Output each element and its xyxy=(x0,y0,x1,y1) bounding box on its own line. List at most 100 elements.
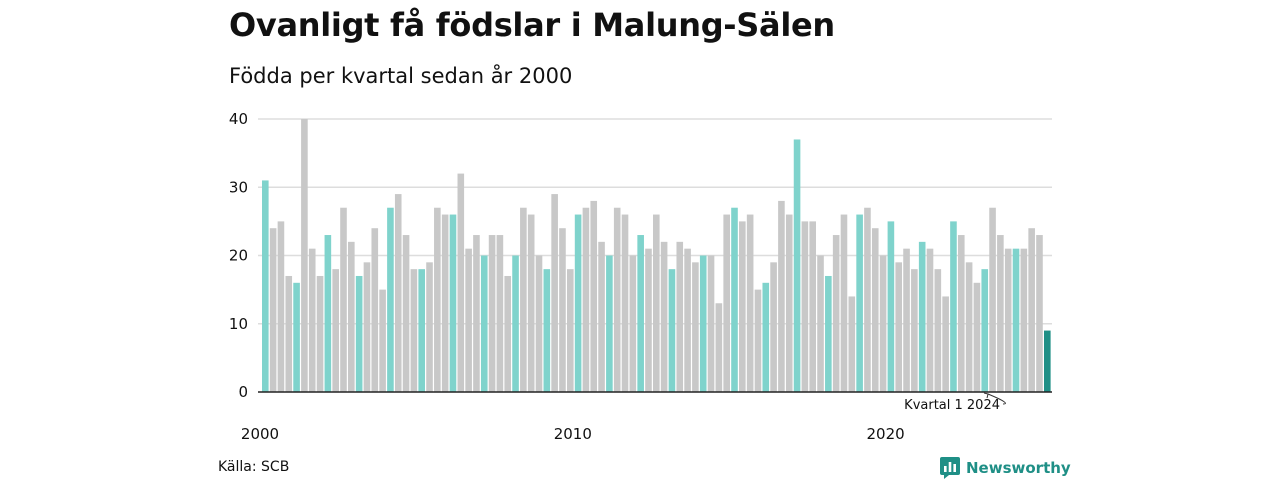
bar xyxy=(301,119,308,392)
annotation: Kvartal 1 2024 xyxy=(904,392,1006,413)
bar xyxy=(879,255,887,392)
bar xyxy=(316,275,324,392)
bar xyxy=(699,255,707,392)
bar xyxy=(660,241,668,392)
bar xyxy=(465,248,472,392)
annotation-arrowhead xyxy=(983,392,989,399)
bar xyxy=(809,221,816,393)
y-tick-label: 0 xyxy=(238,383,248,401)
bar xyxy=(480,255,488,392)
brand-name: Newsworthy xyxy=(966,459,1071,477)
bar xyxy=(457,173,465,392)
bar xyxy=(1012,248,1020,392)
bar xyxy=(293,282,300,392)
bar xyxy=(918,241,926,392)
bar xyxy=(989,207,996,392)
bar xyxy=(387,207,394,392)
bar xyxy=(1004,248,1012,392)
bar xyxy=(285,275,293,392)
annotation-arrow xyxy=(987,393,1006,405)
annotation-label: Kvartal 1 2024 xyxy=(904,398,1000,413)
bar xyxy=(934,269,942,392)
bar xyxy=(418,269,425,392)
bar xyxy=(1044,330,1051,392)
bar xyxy=(590,200,598,392)
chart-subtitle: Födda per kvartal sedan år 2000 xyxy=(229,64,573,88)
bar xyxy=(379,289,386,393)
bar xyxy=(574,214,582,392)
bar xyxy=(496,235,504,392)
source-note: Källa: SCB xyxy=(218,459,290,475)
bar xyxy=(394,194,402,392)
bar xyxy=(676,241,684,392)
bar xyxy=(598,241,605,392)
bar xyxy=(1020,248,1028,392)
bar xyxy=(551,194,558,392)
bar xyxy=(770,262,777,392)
bar xyxy=(957,235,965,392)
bar xyxy=(473,235,480,392)
bar xyxy=(895,262,903,392)
bar xyxy=(582,207,590,392)
newsworthy-logo-icon xyxy=(940,457,960,479)
bar xyxy=(363,262,371,392)
y-tick-label: 10 xyxy=(229,315,248,333)
bar xyxy=(856,214,863,392)
bar xyxy=(785,214,793,392)
bar xyxy=(645,248,652,392)
bar xyxy=(348,241,355,392)
bar xyxy=(731,207,738,392)
bar xyxy=(692,262,699,392)
bar xyxy=(262,180,269,392)
bar xyxy=(887,221,895,393)
bar xyxy=(668,269,676,392)
bar xyxy=(653,214,660,392)
bar xyxy=(832,235,840,392)
bar xyxy=(739,221,746,393)
bar xyxy=(707,255,715,392)
bar xyxy=(762,282,770,392)
bar xyxy=(793,139,801,392)
bar xyxy=(746,214,754,392)
bar xyxy=(410,269,418,392)
bar xyxy=(426,262,433,392)
bar xyxy=(559,228,566,392)
bar xyxy=(488,235,496,392)
bar xyxy=(817,255,824,392)
bar xyxy=(965,262,973,392)
bar xyxy=(778,200,785,392)
bar xyxy=(449,214,457,392)
bar xyxy=(911,269,918,392)
bar xyxy=(441,214,449,392)
bar xyxy=(997,235,1004,392)
bars xyxy=(262,119,1051,393)
bar xyxy=(512,255,519,392)
bar xyxy=(801,221,809,393)
bar xyxy=(269,228,277,392)
bar xyxy=(840,214,848,392)
bar xyxy=(629,255,637,392)
bar xyxy=(621,214,629,392)
bar xyxy=(504,275,512,392)
bar xyxy=(637,235,644,392)
bar xyxy=(926,248,934,392)
bar xyxy=(973,282,981,392)
bar xyxy=(715,303,723,392)
bar xyxy=(825,275,832,392)
chart-title: Ovanligt få födslar i Malung-Sälen xyxy=(229,6,835,44)
bar xyxy=(355,275,363,392)
bar xyxy=(684,248,691,392)
y-tick-label: 40 xyxy=(229,110,248,128)
bar xyxy=(434,207,441,392)
x-tick-label: 2000 xyxy=(241,425,279,443)
bar xyxy=(535,255,543,392)
bar xyxy=(1036,235,1043,392)
bar xyxy=(520,207,527,392)
bar xyxy=(864,207,871,392)
y-tick-label: 20 xyxy=(229,247,248,265)
brand-logo[interactable]: Newsworthy xyxy=(940,457,1071,479)
bar xyxy=(332,269,339,392)
bar xyxy=(543,269,551,392)
bar xyxy=(754,289,762,393)
